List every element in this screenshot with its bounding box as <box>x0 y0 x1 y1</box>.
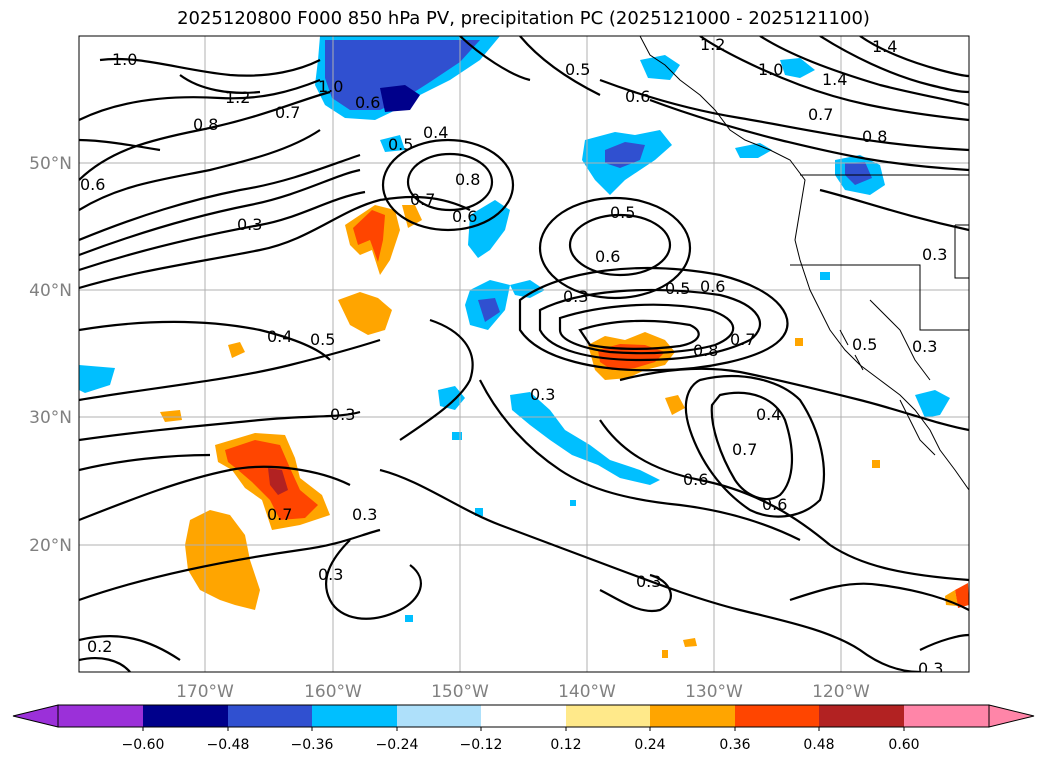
map-area: 1.0 1.2 0.8 0.7 1.0 0.6 0.5 0.4 0.6 0.3 … <box>79 35 969 678</box>
contour-label: 1.4 <box>822 70 847 89</box>
contour-label: 0.3 <box>530 385 555 404</box>
contour-label: 1.0 <box>318 77 343 96</box>
contour-label: 0.3 <box>922 245 947 264</box>
contour-label: 0.4 <box>756 405 781 424</box>
contour-label: 0.3 <box>636 572 661 591</box>
lon-label-140w: 140°W <box>558 682 616 702</box>
latitude-labels: 50°N 40°N 30°N 20°N <box>29 154 72 556</box>
precip-positive-fill <box>160 205 969 658</box>
colorbar-segment <box>143 705 228 727</box>
contour-label: 1.4 <box>872 37 897 56</box>
contour-label: 0.3 <box>563 287 588 306</box>
contour-label: 0.6 <box>80 175 105 194</box>
contour-label: 0.7 <box>410 190 435 209</box>
longitude-labels: 170°W 160°W 150°W 140°W 130°W 120°W <box>176 682 870 702</box>
lat-label-50n: 50°N <box>29 154 72 174</box>
contour-label: 0.6 <box>700 277 725 296</box>
contour-label: 0.5 <box>388 135 413 154</box>
precip-negative-fill <box>79 36 950 622</box>
contour-label: 0.8 <box>693 341 718 360</box>
contour-label: 0.2 <box>87 637 112 656</box>
lat-label-40n: 40°N <box>29 281 72 301</box>
contour-label: 0.6 <box>595 247 620 266</box>
colorbar-segment <box>481 705 566 727</box>
contour-label: 0.8 <box>193 115 218 134</box>
contour-label: 0.6 <box>625 87 650 106</box>
map-title: 2025120800 F000 850 hPa PV, precipitatio… <box>177 8 870 29</box>
contour-label: 1.2 <box>700 35 725 54</box>
colorbar-segment <box>397 705 481 727</box>
contour-labels: 1.0 1.2 0.8 0.7 1.0 0.6 0.5 0.4 0.6 0.3 … <box>80 35 947 678</box>
colorbar-tick-label: −0.36 <box>291 737 334 753</box>
colorbar-tick-label: −0.48 <box>207 737 250 753</box>
lat-label-30n: 30°N <box>29 408 72 428</box>
contour-label: 0.4 <box>423 123 448 142</box>
contour-label: 0.4 <box>267 327 292 346</box>
gridlines <box>79 36 969 672</box>
lon-label-120w: 120°W <box>812 682 870 702</box>
contour-label: 0.5 <box>565 60 590 79</box>
contour-label: 0.3 <box>912 337 937 356</box>
lon-label-170w: 170°W <box>176 682 234 702</box>
contour-label: 0.6 <box>762 495 787 514</box>
colorbar-tick-label: 0.12 <box>550 737 581 753</box>
contour-label: 0.7 <box>275 103 300 122</box>
lon-label-130w: 130°W <box>685 682 743 702</box>
contour-label: 0.8 <box>862 127 887 146</box>
contour-label: 0.6 <box>683 470 708 489</box>
contour-label: 0.6 <box>355 93 380 112</box>
colorbar: −0.60 −0.48 −0.36 −0.24 −0.12 0.12 0.24 … <box>12 704 1035 753</box>
colorbar-segment <box>566 705 650 727</box>
contour-label: 0.6 <box>452 207 477 226</box>
colorbar-tick-label: 0.48 <box>803 737 834 753</box>
colorbar-segment <box>904 705 989 727</box>
pv-contours <box>79 36 969 672</box>
contour-label: 1.0 <box>112 50 137 69</box>
colorbar-segment <box>735 705 819 727</box>
coastlines <box>639 36 969 491</box>
colorbar-extend-max <box>988 704 1035 728</box>
colorbar-segment <box>650 705 735 727</box>
colorbar-tick-label: 0.24 <box>634 737 665 753</box>
contour-label: 0.8 <box>455 170 480 189</box>
contour-label: 0.3 <box>330 405 355 424</box>
contour-label: 0.7 <box>267 505 292 524</box>
contour-label: 0.5 <box>665 279 690 298</box>
contour-label: 1.2 <box>225 88 250 107</box>
contour-label: 0.5 <box>610 203 635 222</box>
contour-label: 0.3 <box>318 565 343 584</box>
lon-label-150w: 150°W <box>431 682 489 702</box>
colorbar-extend-min <box>12 704 59 728</box>
contour-label: 0.5 <box>852 335 877 354</box>
colorbar-tick-label: 0.36 <box>719 737 750 753</box>
colorbar-tick-label: −0.24 <box>376 737 419 753</box>
contour-label: 0.7 <box>730 330 755 349</box>
lat-label-20n: 20°N <box>29 536 72 556</box>
contour-label: 1.0 <box>758 60 783 79</box>
colorbar-segment <box>58 705 143 727</box>
lon-label-160w: 160°W <box>304 682 362 702</box>
colorbar-tick-label: −0.12 <box>460 737 503 753</box>
colorbar-segment <box>819 705 904 727</box>
colorbar-segment <box>312 705 397 727</box>
contour-label: 0.3 <box>918 659 943 678</box>
contour-label: 0.7 <box>732 440 757 459</box>
colorbar-segment <box>228 705 312 727</box>
contour-label: 0.7 <box>808 105 833 124</box>
contour-label: 0.3 <box>352 505 377 524</box>
contour-label: 0.5 <box>310 330 335 349</box>
contour-label: 0.3 <box>237 215 262 234</box>
colorbar-tick-label: 0.60 <box>888 737 919 753</box>
colorbar-tick-label: −0.60 <box>122 737 165 753</box>
map-border <box>78 35 970 673</box>
